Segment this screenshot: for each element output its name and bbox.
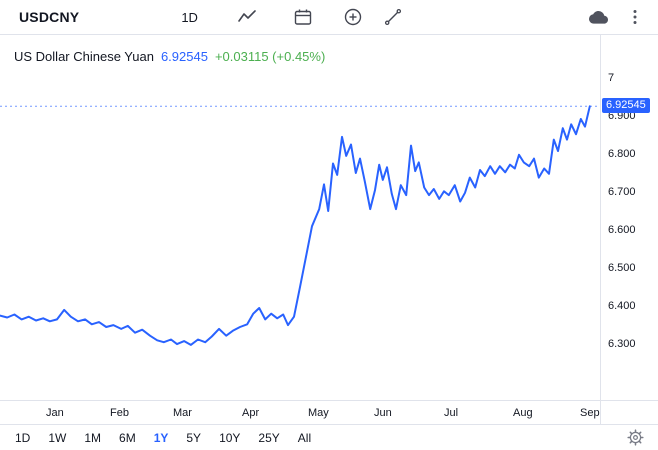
calendar-button[interactable] bbox=[287, 3, 319, 31]
range-bar: 1D 1W 1M 6M 1Y 5Y 10Y 25Y All bbox=[0, 424, 658, 450]
current-price-badge: 6.92545 bbox=[602, 98, 650, 113]
trend-line-button[interactable] bbox=[377, 3, 409, 31]
toolbar: USDCNY 1D bbox=[0, 0, 658, 35]
range-button-5y[interactable]: 5Y bbox=[177, 428, 210, 448]
price-axis[interactable]: 6.92545 7 6.900 6.800 6.700 6.600 6.500 6.400 6… bbox=[600, 35, 658, 400]
price-axis-label: 6.300 bbox=[608, 338, 636, 350]
price-axis-label: 6.600 bbox=[608, 224, 636, 236]
chart-style-icon bbox=[236, 6, 258, 28]
range-button-1d[interactable]: 1D bbox=[6, 428, 39, 448]
time-axis-label: Mar bbox=[173, 407, 192, 419]
axis-divider bbox=[600, 35, 601, 424]
cloud-save-button[interactable] bbox=[582, 4, 616, 30]
range-button-1m[interactable]: 1M bbox=[75, 428, 110, 448]
time-axis-label: May bbox=[308, 407, 329, 419]
price-axis-label: 6.700 bbox=[608, 186, 636, 198]
symbol-button[interactable]: USDCNY bbox=[14, 6, 84, 28]
price-chart[interactable] bbox=[0, 35, 600, 400]
price-axis-label: 6.500 bbox=[608, 262, 636, 274]
range-button-1y[interactable]: 1Y bbox=[145, 428, 178, 448]
range-button-6m[interactable]: 6M bbox=[110, 428, 145, 448]
range-button-10y[interactable]: 10Y bbox=[210, 428, 249, 448]
time-axis-label: Apr bbox=[242, 407, 260, 419]
compare-add-icon bbox=[342, 6, 364, 28]
time-axis-label: Feb bbox=[110, 407, 129, 419]
time-axis[interactable]: Jan Feb Mar Apr May Jun Jul Aug Sep bbox=[0, 400, 658, 424]
range-button-1w[interactable]: 1W bbox=[39, 428, 75, 448]
settings-gear-button[interactable] bbox=[625, 427, 646, 448]
compare-add-button[interactable] bbox=[337, 3, 369, 31]
settings-gear-icon bbox=[627, 429, 644, 446]
price-line bbox=[0, 105, 591, 346]
chart-area: US Dollar Chinese Yuan 6.92545 +0.03115 … bbox=[0, 35, 658, 424]
range-button-all[interactable]: All bbox=[289, 428, 320, 448]
interval-button[interactable]: 1D bbox=[176, 7, 203, 28]
price-axis-label: 6.400 bbox=[608, 300, 636, 312]
time-axis-label: Jun bbox=[374, 407, 392, 419]
range-bar-list: 1D 1W 1M 6M 1Y 5Y 10Y 25Y All bbox=[6, 428, 320, 448]
cloud-save-icon bbox=[587, 7, 611, 27]
trend-line-icon bbox=[382, 6, 404, 28]
symbol-legend: US Dollar Chinese Yuan 6.92545 +0.03115 … bbox=[14, 49, 325, 64]
price-change: +0.03115 (+0.45%) bbox=[214, 49, 326, 64]
calendar-icon bbox=[292, 6, 314, 28]
range-button-25y[interactable]: 25Y bbox=[249, 428, 288, 448]
price-axis-label: 7 bbox=[608, 72, 615, 84]
chart-style-button[interactable] bbox=[231, 3, 263, 31]
time-axis-label: Jul bbox=[444, 407, 459, 419]
last-price: 6.92545 bbox=[160, 49, 208, 64]
kebab-menu-icon bbox=[627, 6, 643, 28]
symbol-full-name: US Dollar Chinese Yuan bbox=[14, 49, 154, 64]
time-axis-label: Jan bbox=[46, 407, 64, 419]
price-axis-label: 6.800 bbox=[608, 148, 636, 160]
kebab-menu-button[interactable] bbox=[622, 3, 648, 31]
time-axis-label: Aug bbox=[513, 407, 533, 419]
price-axis-label: 6.900 bbox=[608, 110, 636, 122]
time-axis-label: Sep bbox=[580, 407, 600, 419]
